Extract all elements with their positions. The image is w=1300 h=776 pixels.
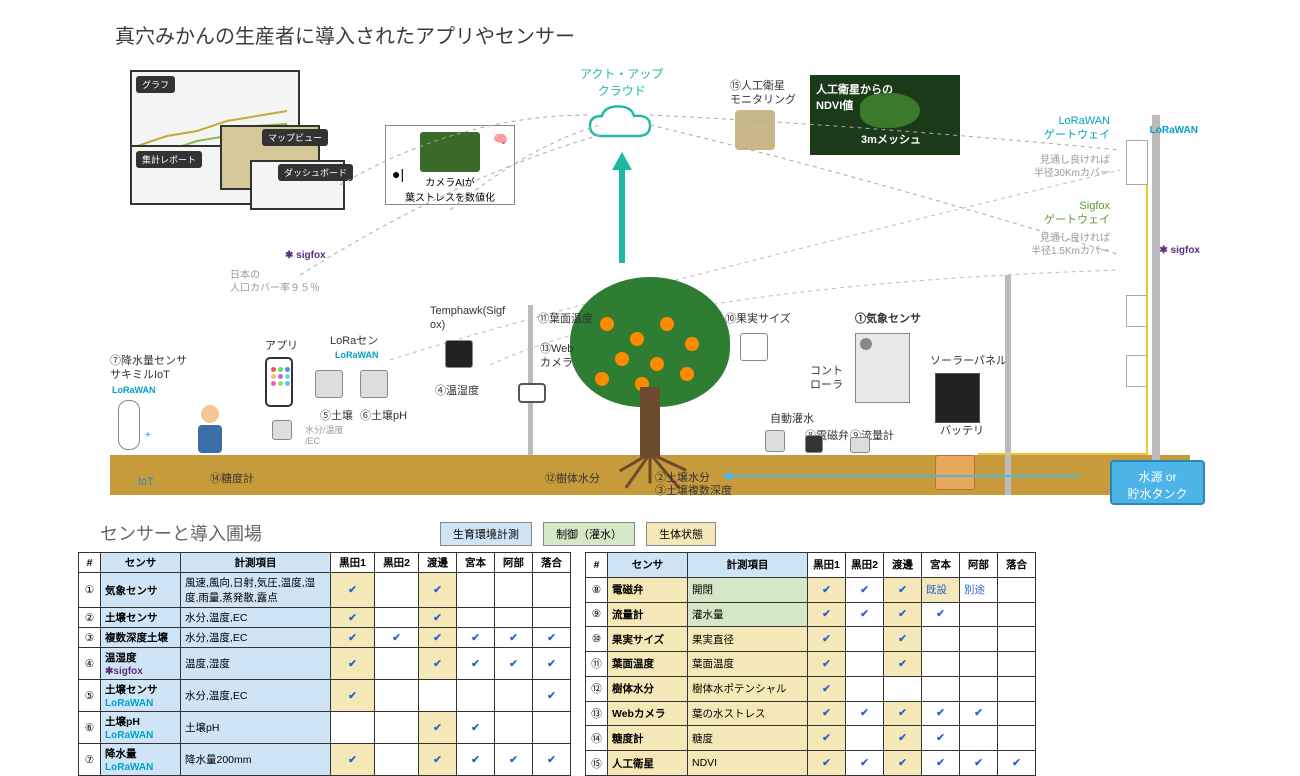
lorasen-lorawan: LoRaWAN xyxy=(335,350,379,360)
water-source: 水源 or 貯水タンク xyxy=(1110,460,1205,505)
app-label: アプリ xyxy=(265,340,298,354)
temphawk-device xyxy=(445,340,473,368)
farmer-icon xyxy=(195,405,225,455)
lora-gw-label: LoRaWAN ゲートウェイ xyxy=(1044,115,1110,143)
webcam-icon xyxy=(518,383,546,403)
treewater-label: ⑫樹体水分 xyxy=(545,473,600,487)
rain-sensor-icon xyxy=(118,400,140,450)
tables-container: #センサ計測項目黒田1黒田2渡邊宮本阿部落合①気象センサ風速,風向,日射,気圧,… xyxy=(78,552,1238,776)
legend: 生育環境計測 制御（灌水） 生体状態 xyxy=(440,522,724,546)
lora-gw-note: 見通し良ければ 半径30Kmカバー xyxy=(1034,155,1110,180)
battery-icon xyxy=(935,455,975,490)
orange-tree xyxy=(560,277,740,457)
sensor-table-2: #センサ計測項目黒田1黒田2渡邊宮本阿部落合⑧電磁弁開閉✔✔✔既設別途⑨流量計灌… xyxy=(585,552,1036,776)
screen-tag-dash: ダッシュボード xyxy=(278,164,353,181)
autowater-label: 自動灌水 xyxy=(770,413,814,427)
iot-label: IoT xyxy=(138,476,154,490)
weather-label: ①気象センサ xyxy=(855,313,921,327)
fruitsize-label: ⑩果実サイズ xyxy=(725,313,791,327)
lorawan-logo-top: LoRaWAN xyxy=(1150,125,1198,136)
ndvi-panel: 人工衛星からの NDVI値 3mメッシュ xyxy=(810,75,960,155)
solar-icon xyxy=(935,373,980,423)
sigfox-gateway-box xyxy=(1126,295,1148,327)
ndvi-mesh: 3mメッシュ xyxy=(816,131,966,147)
weather-sensor xyxy=(855,333,910,403)
legend-bio: 生体状態 xyxy=(646,522,716,546)
phone-icon xyxy=(265,357,293,407)
soil-label: ⑤土壌 xyxy=(320,410,353,424)
webcam-pole xyxy=(528,305,533,455)
wire-yellow-h xyxy=(978,453,1148,455)
system-diagram: グラフ 集計レポート マップビュー ダッシュボード 🧠 ●| カメラAIが 葉ス… xyxy=(110,55,1190,495)
leaftemp-label: ⑪葉面温度 xyxy=(538,313,593,327)
table-section-title: センサーと導入圃場 xyxy=(100,520,262,546)
temphawk-label: Temphawk(Sigf ox) xyxy=(430,305,505,333)
cloud-label: アクト・アップ クラウド xyxy=(580,65,663,99)
lorasen-device2 xyxy=(360,370,388,398)
autowater-device xyxy=(765,430,785,452)
screen-tag-map: マップビュー xyxy=(262,129,328,146)
sensor-table-1: #センサ計測項目黒田1黒田2渡邊宮本阿部落合①気象センサ風速,風向,日射,気圧,… xyxy=(78,552,571,776)
rain-lorawan: LoRaWAN xyxy=(112,385,156,395)
equip-pole xyxy=(1005,275,1011,495)
fruitsize-device xyxy=(740,333,768,361)
gateway-pole xyxy=(1152,115,1160,495)
page-title: 真穴みかんの生産者に導入されたアプリやセンサー xyxy=(115,20,575,49)
sigfox-logo-left: ✱ sigfox xyxy=(285,250,326,261)
valve-device xyxy=(805,435,823,453)
water-arrow xyxy=(722,471,732,481)
lorasen-label: LoRaセン xyxy=(330,335,378,349)
wire-yellow-v xyxy=(1146,185,1148,455)
legend-ctrl: 制御（灌水） xyxy=(543,522,635,546)
webcam-label: ⑬Web カメラ xyxy=(540,343,573,371)
lorasen-device xyxy=(315,370,343,398)
ai-camera-box: 🧠 ●| カメラAIが 葉ストレスを数値化 xyxy=(385,125,515,205)
soilph-label: ⑥土壌pH xyxy=(360,410,407,424)
app-screens: グラフ 集計レポート マップビュー ダッシュボード xyxy=(130,70,350,210)
lower-gw-box xyxy=(1126,355,1148,387)
sigfox-logo-right: ✱ sigfox xyxy=(1159,245,1200,256)
sigfox-coverage: 日本の 人口カバー率９５％ xyxy=(230,270,320,295)
soil-device xyxy=(272,420,292,440)
humid-label: ④温湿度 xyxy=(435,385,479,399)
sigfox-gw-label: Sigfox ゲートウェイ xyxy=(1044,200,1110,228)
iot-plus: + xyxy=(145,430,151,443)
solar-label: ソーラーパネル xyxy=(930,355,1007,369)
rain-label: ⑦降水量センサ サキミルIoT xyxy=(110,355,187,383)
cloud: アクト・アップ クラウド xyxy=(580,65,663,263)
screen-tag-report: 集計レポート xyxy=(136,151,202,168)
legend-env: 生育環境計測 xyxy=(440,522,532,546)
ai-camera-label: カメラAIが 葉ストレスを数値化 xyxy=(405,178,495,204)
flow-device xyxy=(850,437,870,453)
sugar-label: ⑭糖度計 xyxy=(210,473,254,487)
soilwater-label: ②土壌水分 ③土壌複数深度 xyxy=(655,472,732,500)
screen-tag-graph: グラフ xyxy=(136,76,175,93)
sigfox-gw-note: 見通し良ければ 半径1.5Kmカバー xyxy=(1031,233,1110,258)
soil-note: 水分/温度 /EC xyxy=(305,425,344,448)
controller-label: コント ローラ xyxy=(810,365,843,393)
lora-gateway-box xyxy=(1126,140,1148,185)
sat-monitor-label: ⑮人工衛星 モニタリング xyxy=(730,80,796,108)
water-pipe xyxy=(730,475,1080,477)
battery-label: バッテリ xyxy=(940,425,984,439)
